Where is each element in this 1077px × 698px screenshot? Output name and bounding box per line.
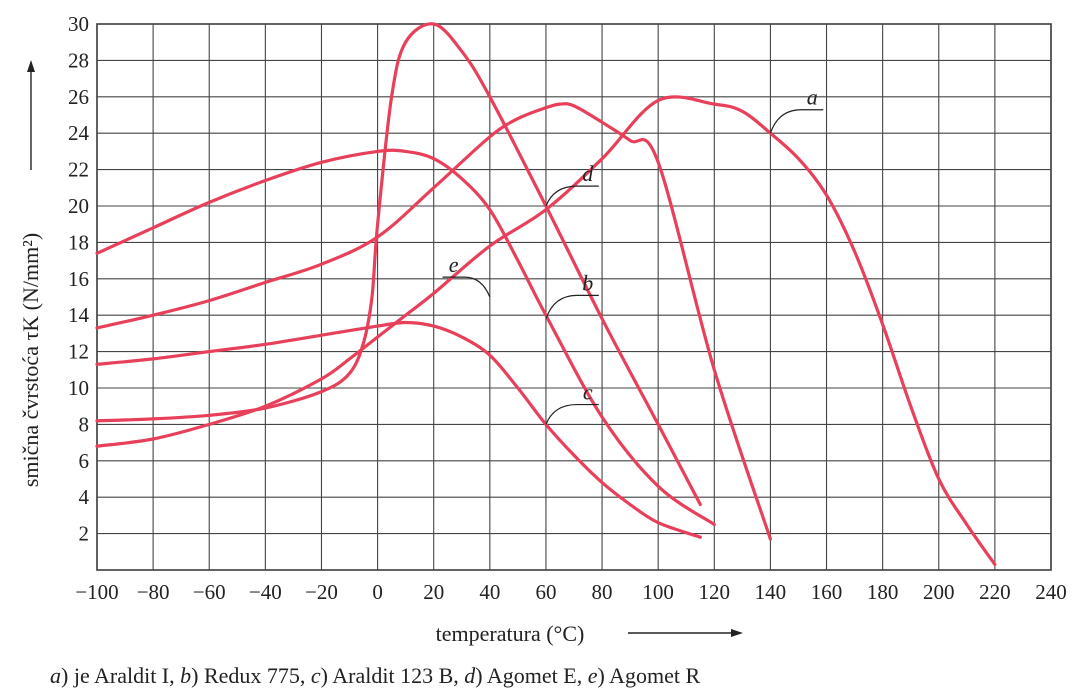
y-tick-label: 12 — [68, 340, 89, 364]
x-tick-label: −60 — [193, 580, 226, 604]
y-tick-label: 2 — [79, 522, 90, 546]
annotation-leader-a — [769, 109, 824, 134]
curve-label-b: b — [582, 270, 593, 295]
series-line-d — [95, 148, 716, 527]
x-tick-label: 20 — [423, 580, 444, 604]
annotation-leader-b — [545, 294, 599, 320]
curve-label-a: a — [807, 85, 818, 110]
y-axis-title: smična čvrstoća τK (N/mm²) — [18, 233, 43, 487]
y-tick-label: 16 — [68, 267, 89, 291]
x-tick-label: 100 — [642, 580, 674, 604]
y-tick-label: 14 — [68, 303, 90, 327]
annotation-leader-d — [545, 185, 599, 207]
caption-text-b: ) Redux 775, — [191, 663, 311, 688]
caption-text-e: ) Agomet R — [597, 663, 700, 688]
x-tick-label: 160 — [811, 580, 843, 604]
series-line-b — [95, 22, 702, 507]
x-tick-label: 140 — [755, 580, 787, 604]
caption-letter-d: d — [464, 663, 476, 688]
series-line-e — [95, 102, 772, 541]
curve-label-d: d — [582, 161, 594, 186]
x-tick-label: −40 — [249, 580, 282, 604]
series-lines — [95, 22, 997, 567]
caption-letter-a: a — [50, 663, 61, 688]
y-tick-label: 28 — [68, 48, 89, 72]
x-tick-label: 60 — [535, 580, 556, 604]
x-tick-label: −80 — [137, 580, 170, 604]
caption-letter-c: c — [311, 663, 321, 688]
annotation-leader-c — [545, 403, 599, 425]
y-tick-label: 30 — [68, 12, 89, 36]
tick-labels: −100 −80 −60 −40 −20 0 20 40 60 80 100 120 140 160 180… — [68, 12, 1067, 604]
annotation-leader-e — [442, 276, 491, 298]
x-tick-label: −20 — [305, 580, 338, 604]
series-line-c — [95, 320, 702, 539]
caption-letter-e: e — [588, 663, 598, 688]
y-tick-label: 10 — [68, 376, 89, 400]
x-tick-label: 240 — [1035, 580, 1067, 604]
series-line-a — [95, 95, 997, 567]
x-tick-label: 80 — [592, 580, 613, 604]
grid — [96, 23, 1052, 571]
y-tick-label: 8 — [79, 412, 90, 436]
x-tick-label: −100 — [75, 580, 118, 604]
y-axis-title-group: smična čvrstoća τK (N/mm²) — [18, 60, 43, 487]
y-tick-label: 6 — [79, 449, 90, 473]
caption-text-d: ) Agomet E, — [475, 663, 587, 688]
y-tick-label: 18 — [68, 230, 89, 254]
y-axis-arrow-head — [27, 60, 35, 72]
curve-label-e: e — [449, 252, 459, 277]
caption: a) je Araldit I, b) Redux 775, c) Araldi… — [50, 663, 700, 688]
x-axis-title: temperatura (°C) — [436, 621, 585, 646]
x-tick-label: 120 — [699, 580, 731, 604]
caption-text-c: ) Araldit 123 B, — [321, 663, 465, 688]
curve-label-c: c — [583, 380, 593, 405]
x-tick-label: 220 — [979, 580, 1011, 604]
y-tick-label: 24 — [68, 121, 90, 145]
y-tick-label: 26 — [68, 85, 89, 109]
x-tick-label: 40 — [479, 580, 500, 604]
x-axis-arrow-head — [731, 629, 743, 637]
x-axis-title-group: temperatura (°C) — [436, 621, 743, 646]
x-tick-label: 0 — [372, 580, 383, 604]
x-tick-label: 180 — [867, 580, 899, 604]
caption-text-a: ) je Araldit I, — [61, 663, 180, 688]
y-tick-label: 20 — [68, 194, 89, 218]
curve-annotations: a b c d e — [442, 85, 824, 425]
y-tick-label: 4 — [79, 485, 90, 509]
y-tick-label: 22 — [68, 158, 89, 182]
caption-letter-b: b — [180, 663, 191, 688]
x-tick-label: 200 — [923, 580, 955, 604]
